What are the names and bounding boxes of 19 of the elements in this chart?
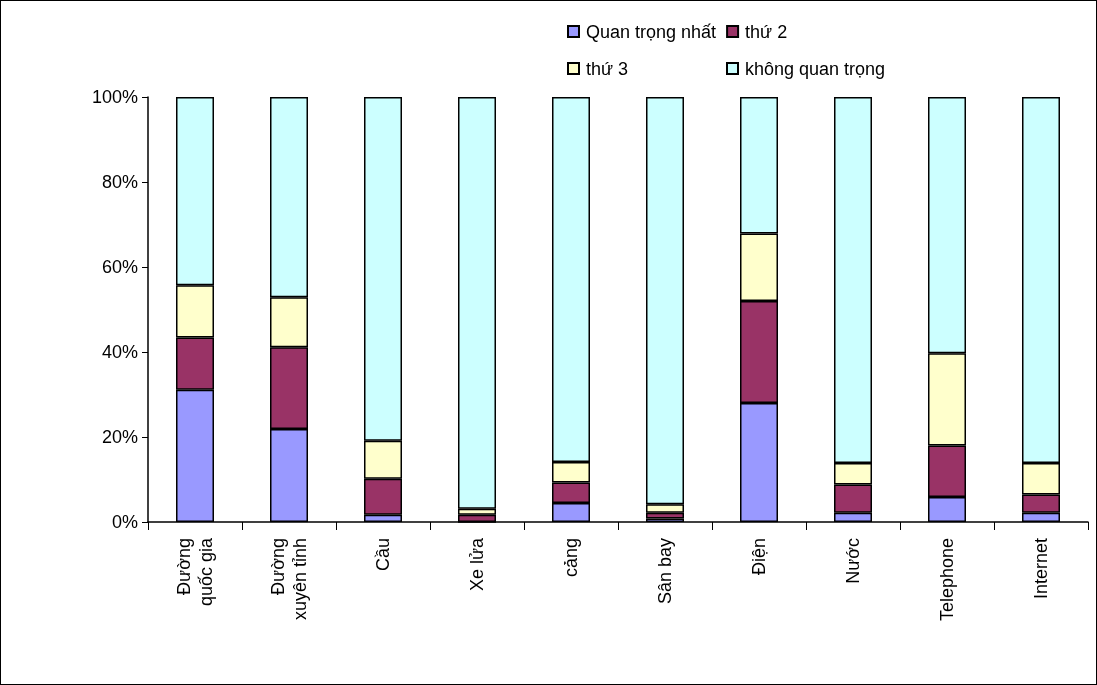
y-tick-label: 80% (101, 172, 138, 192)
y-tick-label: 40% (101, 342, 138, 362)
x-tick-label: Telephone (937, 538, 957, 622)
x-tick-label: cảng (561, 538, 581, 578)
x-tick-label: Xe lửa (467, 537, 487, 592)
x-tick-label: Điện (749, 538, 769, 576)
y-tick-label: 20% (101, 427, 138, 447)
y-tick-label: 0% (111, 512, 138, 532)
legend-label: không quan trọng (745, 58, 886, 79)
x-tick-label: Nước (843, 538, 863, 584)
x-tick-label: Cầu (373, 538, 393, 572)
x-tick-label: Đường quốc gia (174, 537, 216, 607)
legend-label: thứ 2 (745, 21, 788, 42)
x-tick-label: Internet (1031, 538, 1051, 600)
legend-label: Quan trọng nhất (586, 21, 717, 42)
legend-label: thứ 3 (586, 58, 629, 79)
x-tick-label: Sân bay (655, 538, 675, 605)
y-tick-label: 60% (101, 257, 138, 277)
y-tick-label: 100% (91, 87, 138, 107)
